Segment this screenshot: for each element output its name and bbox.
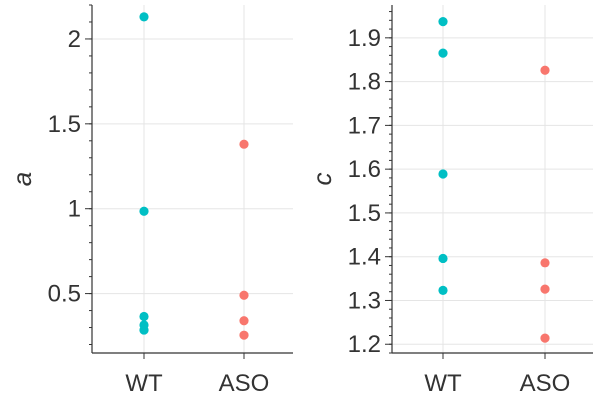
y-axis-title: a — [7, 172, 37, 186]
point-aso — [540, 284, 550, 294]
y-tick-label: 1.6 — [348, 156, 381, 183]
point-wt — [139, 206, 149, 216]
y-axis-title: c — [307, 173, 337, 186]
x-tick-label-wt: WT — [125, 370, 163, 397]
point-aso — [239, 290, 249, 300]
x-tick-label-wt: WT — [424, 370, 462, 397]
y-tick-label: 1.7 — [348, 112, 381, 139]
x-tick-label-aso: ASO — [219, 370, 270, 397]
point-aso — [239, 330, 249, 340]
y-tick-label: 1.4 — [348, 244, 381, 271]
point-wt — [438, 285, 448, 296]
point-wt — [438, 253, 448, 264]
point-wt — [438, 169, 448, 179]
x-tick-label-aso: ASO — [520, 370, 571, 397]
point-aso — [239, 316, 249, 326]
point-aso — [540, 258, 550, 268]
y-tick-label: 1.2 — [348, 331, 381, 358]
point-wt — [139, 325, 149, 335]
y-tick-label: 1.8 — [348, 69, 381, 96]
point-wt — [139, 12, 149, 22]
point-wt — [139, 311, 149, 322]
y-tick-label: 1 — [68, 196, 81, 223]
panel-a: 0.5 1 1.5 2 WT ASO a — [7, 4, 293, 397]
y-tick-label: 1.5 — [48, 111, 81, 138]
y-tick-label: 1.5 — [348, 200, 381, 227]
y-tick-label: 2 — [68, 26, 81, 53]
point-wt — [438, 17, 448, 27]
point-aso — [540, 333, 550, 343]
y-tick-label: 1.3 — [348, 287, 381, 314]
y-tick-label: 0.5 — [48, 281, 81, 308]
y-tick-label: 1.9 — [348, 25, 381, 52]
point-aso — [239, 139, 249, 149]
panel-c: 1.2 1.3 1.4 1.5 1.6 1.7 1.8 1.9 WT ASO c — [307, 5, 593, 397]
point-aso — [540, 65, 550, 75]
point-wt — [438, 48, 448, 58]
